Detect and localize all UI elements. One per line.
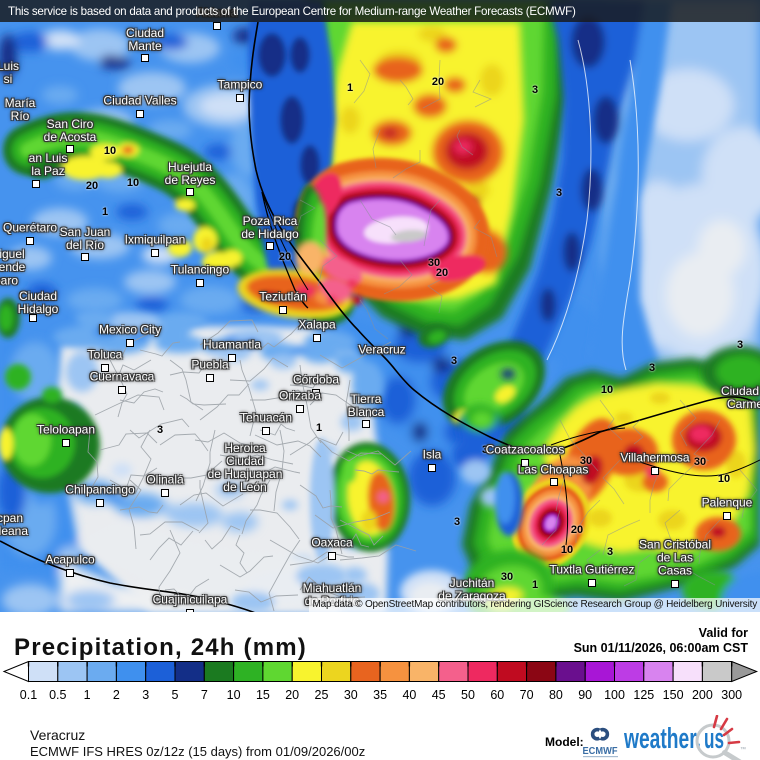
svg-text:us: us — [704, 723, 724, 755]
svg-text:ECMWF: ECMWF — [583, 745, 619, 757]
svg-text:™: ™ — [740, 746, 746, 753]
svg-text:weather.: weather. — [623, 723, 701, 755]
